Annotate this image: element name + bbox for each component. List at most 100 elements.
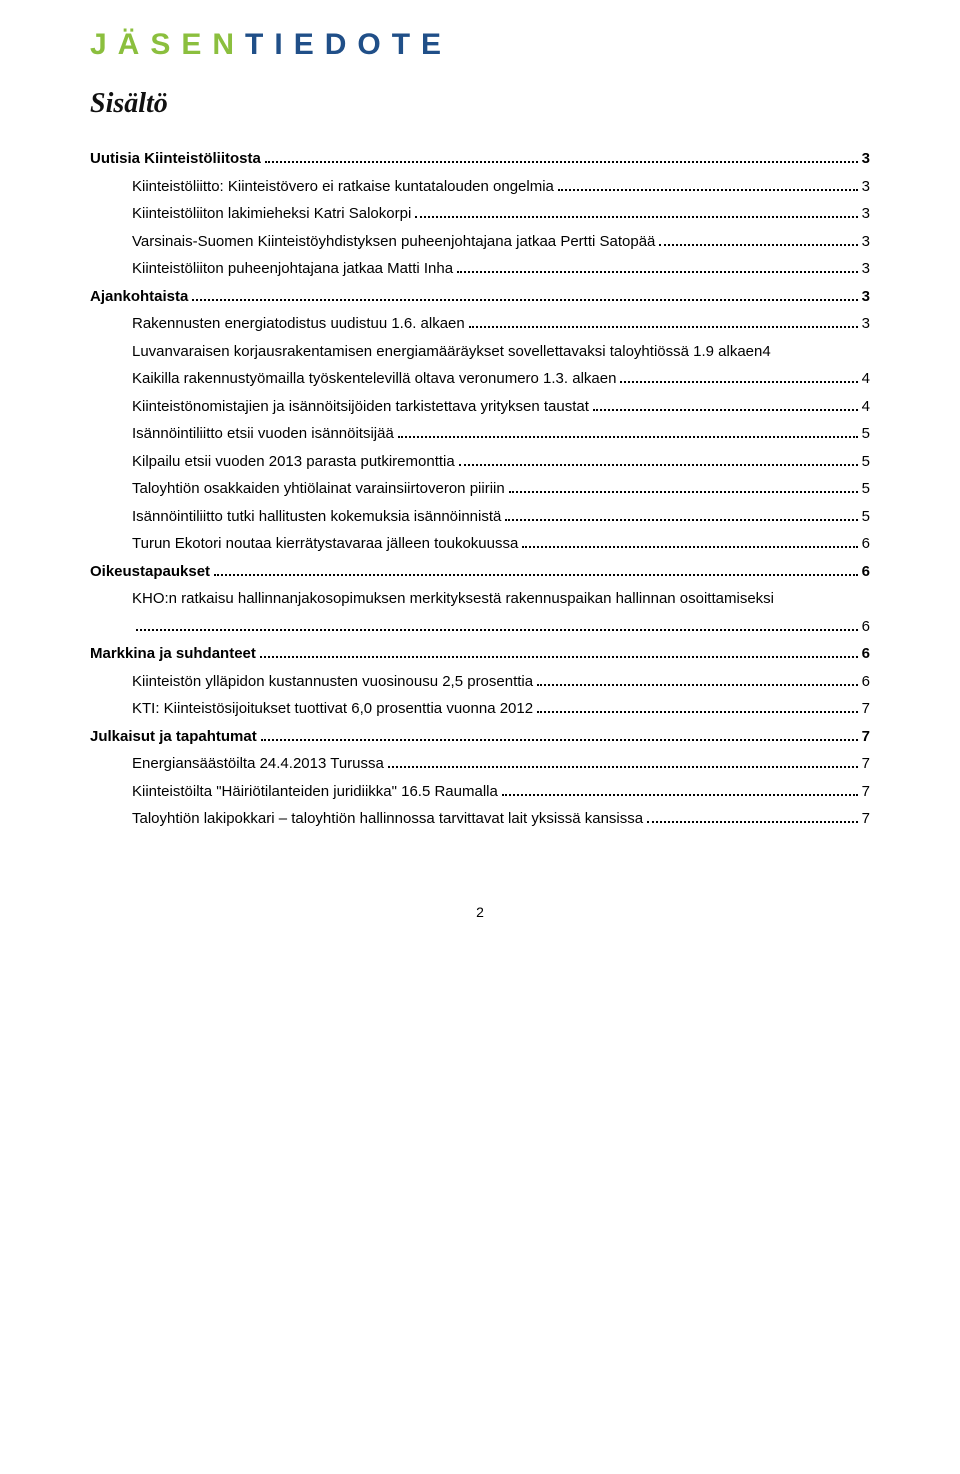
toc-leader-dots [136,617,858,631]
toc-section: Julkaisut ja tapahtumat 7 [90,724,870,750]
toc-entry: Kiinteistöilta "Häiriötilanteiden juridi… [90,779,870,805]
toc-entry-continuation: 6 [90,614,870,640]
toc-label: Kilpailu etsii vuoden 2013 parasta putki… [132,449,455,475]
toc-page: 6 [862,531,870,557]
toc-entry: Taloyhtiön osakkaiden yhtiölainat varain… [90,476,870,502]
toc-label: Oikeustapaukset [90,559,210,585]
toc-leader-dots [537,672,858,686]
toc-leader-dots [522,535,857,549]
toc-leader-dots [659,232,857,246]
toc-label: Kiinteistön ylläpidon kustannusten vuosi… [132,669,533,695]
toc-entry: Taloyhtiön lakipokkari – taloyhtiön hall… [90,806,870,832]
toc-entry: Kiinteistöliiton puheenjohtajana jatkaa … [90,256,870,282]
page-title: Sisältö [0,72,960,136]
toc-label: Uutisia Kiinteistöliitosta [90,146,261,172]
toc-entry: Luvanvaraisen korjausrakentamisen energi… [90,339,870,365]
toc-page: 4 [862,394,870,420]
toc-page: 3 [862,256,870,282]
toc-page: 7 [862,724,870,750]
toc-leader-dots [388,755,858,769]
toc-leader-dots [459,452,858,466]
toc-leader-dots [398,425,858,439]
toc-page: 4 [762,339,770,365]
toc-label: KHO:n ratkaisu hallinnanjakosopimuksen m… [132,586,774,612]
toc-label: Markkina ja suhdanteet [90,641,256,667]
toc-leader-dots [261,727,858,741]
toc-entry: Kaikilla rakennustyömailla työskentelevi… [90,366,870,392]
toc-leader-dots [469,315,858,329]
toc-section: Uutisia Kiinteistöliitosta 3 [90,146,870,172]
toc-page: 6 [862,559,870,585]
toc-leader-dots [537,700,858,714]
toc-page: 7 [862,806,870,832]
toc-section: Ajankohtaista 3 [90,284,870,310]
toc-label: Ajankohtaista [90,284,188,310]
toc-entry: Isännöintiliitto tutki hallitusten kokem… [90,504,870,530]
toc-page: 4 [862,366,870,392]
toc-leader-dots [558,177,858,191]
toc-page: 5 [862,421,870,447]
toc-leader-dots [593,397,858,411]
toc-entry: Kilpailu etsii vuoden 2013 parasta putki… [90,449,870,475]
toc-label: Isännöintiliitto etsii vuoden isännöitsi… [132,421,394,447]
toc-leader-dots [509,480,858,494]
toc-leader-dots [620,370,857,384]
toc-page: 6 [862,669,870,695]
toc-leader-dots [505,507,857,521]
toc-label: Kiinteistöliiton puheenjohtajana jatkaa … [132,256,453,282]
table-of-contents: Uutisia Kiinteistöliitosta 3Kiinteistöli… [0,136,960,864]
toc-entry: Kiinteistöliiton lakimieheksi Katri Salo… [90,201,870,227]
toc-entry: Isännöintiliitto etsii vuoden isännöitsi… [90,421,870,447]
toc-label: KTI: Kiinteistösijoitukset tuottivat 6,0… [132,696,533,722]
toc-label: Kaikilla rakennustyömailla työskentelevi… [132,366,616,392]
toc-label: Julkaisut ja tapahtumat [90,724,257,750]
toc-label: Kiinteistöliitto: Kiinteistövero ei ratk… [132,174,554,200]
toc-page: 3 [862,284,870,310]
toc-page: 6 [862,641,870,667]
toc-page: 5 [862,449,870,475]
toc-entry: Kiinteistön ylläpidon kustannusten vuosi… [90,669,870,695]
toc-entry: Turun Ekotori noutaa kierrätystavaraa jä… [90,531,870,557]
toc-page: 7 [862,696,870,722]
toc-section: Oikeustapaukset 6 [90,559,870,585]
brand-part-blue: TIEDOTE [245,28,452,61]
toc-section: Markkina ja suhdanteet 6 [90,641,870,667]
toc-label: Energiansäästöilta 24.4.2013 Turussa [132,751,384,777]
toc-leader-dots [192,287,857,301]
toc-entry: Varsinais-Suomen Kiinteistöyhdistyksen p… [90,229,870,255]
toc-leader-dots [457,260,858,274]
toc-page: 3 [862,311,870,337]
toc-leader-dots [502,782,858,796]
toc-label: Varsinais-Suomen Kiinteistöyhdistyksen p… [132,229,655,255]
toc-page: 3 [862,146,870,172]
toc-page: 3 [862,174,870,200]
toc-page: 5 [862,504,870,530]
toc-entry: KHO:n ratkaisu hallinnanjakosopimuksen m… [90,586,870,612]
brand-header: JÄSENTIEDOTE [0,0,960,72]
toc-label: Luvanvaraisen korjausrakentamisen energi… [132,339,762,365]
toc-label: Taloyhtiön lakipokkari – taloyhtiön hall… [132,806,643,832]
toc-entry: Rakennusten energiatodistus uudistuu 1.6… [90,311,870,337]
toc-page: 6 [862,614,870,640]
toc-entry: Energiansäästöilta 24.4.2013 Turussa 7 [90,751,870,777]
page-number: 2 [0,864,960,940]
toc-label: Taloyhtiön osakkaiden yhtiölainat varain… [132,476,505,502]
toc-leader-dots [214,562,858,576]
toc-label: Turun Ekotori noutaa kierrätystavaraa jä… [132,531,518,557]
toc-entry: Kiinteistöliitto: Kiinteistövero ei ratk… [90,174,870,200]
brand-part-green: JÄSEN [90,28,245,61]
toc-page: 7 [862,779,870,805]
toc-leader-dots [260,645,858,659]
toc-label: Kiinteistöliiton lakimieheksi Katri Salo… [132,201,411,227]
toc-label: Kiinteistönomistajien ja isännöitsijöide… [132,394,589,420]
toc-page: 3 [862,201,870,227]
toc-label: Kiinteistöilta "Häiriötilanteiden juridi… [132,779,498,805]
toc-page: 7 [862,751,870,777]
toc-entry: Kiinteistönomistajien ja isännöitsijöide… [90,394,870,420]
toc-page: 3 [862,229,870,255]
toc-entry: KTI: Kiinteistösijoitukset tuottivat 6,0… [90,696,870,722]
toc-leader-dots [647,810,858,824]
toc-label: Isännöintiliitto tutki hallitusten kokem… [132,504,501,530]
toc-page: 5 [862,476,870,502]
toc-label: Rakennusten energiatodistus uudistuu 1.6… [132,311,465,337]
